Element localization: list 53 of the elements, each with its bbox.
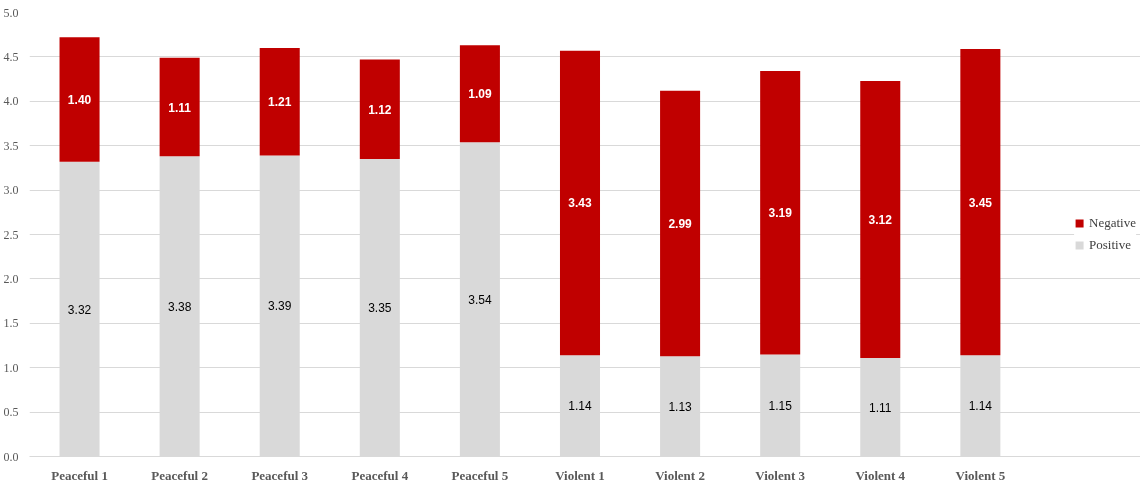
- y-tick-label: 3.0: [3, 183, 19, 198]
- x-tick-label: Peaceful 2: [151, 467, 208, 483]
- bar: [760, 71, 801, 355]
- data-label: 3.38: [167, 299, 192, 314]
- data-label: 3.32: [67, 302, 92, 317]
- bar: [159, 57, 200, 157]
- data-label: 2.99: [668, 216, 693, 231]
- data-label: 1.14: [568, 399, 592, 414]
- y-tick-label: 4.0: [3, 94, 19, 109]
- y-tick-label: 2.5: [3, 227, 19, 242]
- y-tick-label: 5.0: [3, 5, 19, 20]
- x-tick-label: Peaceful 4: [351, 467, 409, 483]
- bar: [359, 59, 400, 160]
- data-label: 1.14: [968, 399, 993, 414]
- x-tick-label: Violent 1: [555, 467, 605, 483]
- bar: [59, 37, 100, 162]
- y-tick-label: 1.5: [3, 316, 19, 331]
- legend-label: Positive: [1089, 237, 1131, 253]
- bar: [559, 50, 601, 356]
- y-tick-label: 0.0: [3, 449, 19, 464]
- data-label: 1.40: [67, 93, 92, 108]
- x-tick-label: Peaceful 1: [51, 467, 108, 483]
- y-tick-label: 1.0: [3, 360, 19, 375]
- legend-label: Negative: [1089, 215, 1136, 231]
- data-label: 1.11: [869, 400, 892, 415]
- data-label: 3.39: [268, 299, 292, 314]
- x-tick-label: Peaceful 5: [451, 467, 509, 483]
- x-tick-label: Violent 3: [755, 467, 806, 483]
- data-label: 1.15: [768, 398, 793, 413]
- bar: [459, 45, 500, 143]
- x-tick-label: Peaceful 3: [251, 467, 309, 483]
- data-label: 3.19: [768, 206, 793, 221]
- bar: [259, 48, 300, 156]
- y-tick-label: 3.5: [3, 138, 19, 153]
- bar: [660, 90, 701, 357]
- data-label: 3.35: [368, 301, 392, 316]
- x-tick-label: Violent 4: [855, 467, 906, 483]
- y-tick-label: 0.5: [3, 405, 19, 420]
- data-label: 1.11: [168, 100, 192, 115]
- data-label: 3.45: [968, 195, 993, 210]
- x-tick-label: Violent 2: [655, 467, 705, 483]
- x-tick-label: Violent 5: [955, 467, 1006, 483]
- data-label: 3.12: [868, 212, 893, 227]
- data-label: 1.12: [368, 102, 392, 117]
- data-label: 1.13: [668, 399, 693, 414]
- data-label: 3.54: [468, 292, 492, 307]
- y-tick-label: 2.0: [3, 271, 19, 286]
- data-label: 1.21: [268, 95, 292, 110]
- y-tick-label: 4.5: [3, 49, 19, 64]
- bar: [860, 80, 901, 358]
- data-label: 1.09: [468, 87, 492, 102]
- data-label: 3.43: [568, 196, 592, 211]
- bar: [960, 48, 1001, 356]
